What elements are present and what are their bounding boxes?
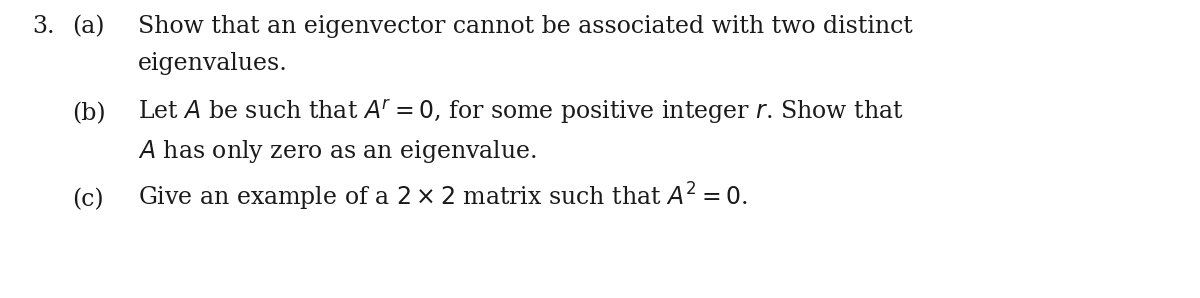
Text: Show that an eigenvector cannot be associated with two distinct: Show that an eigenvector cannot be assoc… xyxy=(138,15,913,38)
Text: $A$ has only zero as an eigenvalue.: $A$ has only zero as an eigenvalue. xyxy=(138,138,538,165)
Text: (b): (b) xyxy=(72,102,106,125)
Text: eigenvalues.: eigenvalues. xyxy=(138,52,288,75)
Text: (c): (c) xyxy=(72,188,103,211)
Text: Give an example of a $2 \times 2$ matrix such that $A^2 = 0$.: Give an example of a $2 \times 2$ matrix… xyxy=(138,181,748,213)
Text: Let $A$ be such that $A^r = 0$, for some positive integer $r$. Show that: Let $A$ be such that $A^r = 0$, for some… xyxy=(138,98,904,127)
Text: 3.: 3. xyxy=(32,15,55,38)
Text: (a): (a) xyxy=(72,15,104,38)
